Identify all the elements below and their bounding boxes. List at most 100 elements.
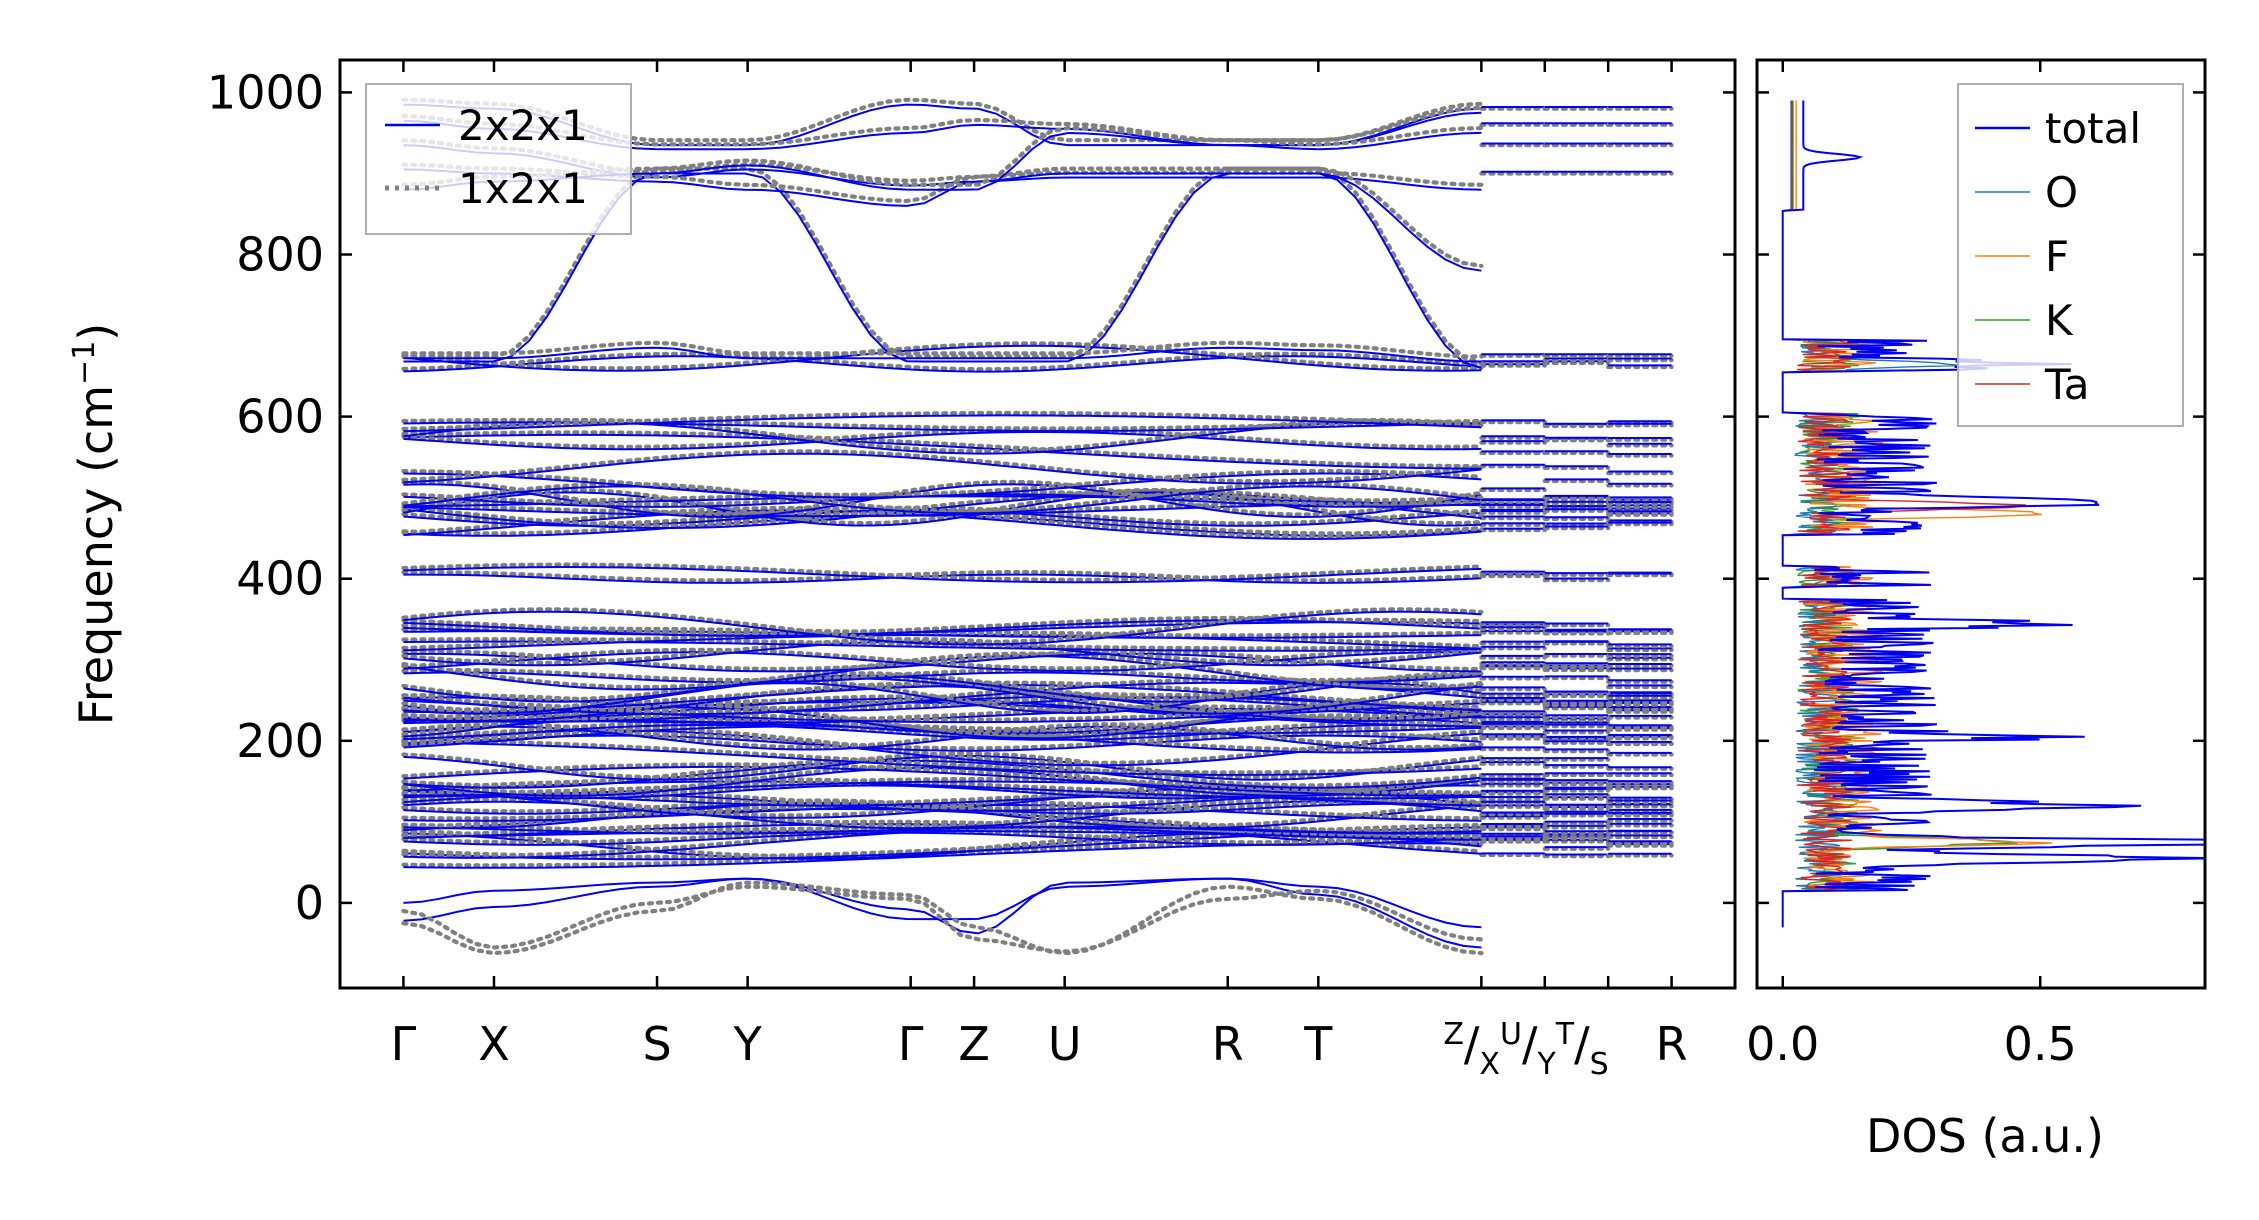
k-label: U xyxy=(1048,1017,1082,1071)
band-2x2x1 xyxy=(403,831,1482,846)
band-2x2x1 xyxy=(403,610,1482,646)
band-1x2x1 xyxy=(401,469,1484,498)
band-1x2x1 xyxy=(401,738,1484,775)
band-1x2x1 xyxy=(401,341,1484,371)
y-tick-label: 200 xyxy=(236,714,324,768)
band-1x2x1 xyxy=(401,481,1484,513)
band-2x2x1 xyxy=(403,674,1482,703)
kpoint-ticks xyxy=(402,60,1673,988)
k-label: X xyxy=(478,1017,510,1071)
band-2x2x1 xyxy=(403,565,1482,584)
band-1x2x1 xyxy=(401,351,1484,372)
band-2x2x1 xyxy=(403,433,1482,470)
band-2x2x1 xyxy=(403,452,1482,485)
dos-legend-label: O xyxy=(2045,168,2078,217)
dos-x-tick-label: 0.5 xyxy=(2004,1017,2077,1071)
band-1x2x1 xyxy=(401,410,1484,431)
band-1x2x1 xyxy=(401,569,1484,583)
dos-legend-label: F xyxy=(2045,232,2069,281)
band-1x2x1 xyxy=(401,488,1484,528)
dos-legend-label: Ta xyxy=(2044,360,2089,409)
band-2x2x1 xyxy=(403,431,1482,451)
band-1x2x1 xyxy=(401,562,1484,582)
k-label: R xyxy=(1656,1017,1688,1071)
band-1x2x1 xyxy=(401,430,1484,469)
band-1x2x1 xyxy=(401,479,1484,517)
band-1x2x1 xyxy=(401,720,1484,740)
k-label: Z xyxy=(958,1017,990,1071)
band-2x2x1 xyxy=(403,877,1482,949)
band-1x2x1 xyxy=(401,756,1484,788)
y-tick-label: 600 xyxy=(236,390,324,444)
dos-total xyxy=(1781,100,2205,928)
band-1x2x1 xyxy=(401,673,1484,714)
band-1x2x1 xyxy=(401,615,1484,636)
band-1x2x1 xyxy=(401,427,1484,449)
band-2x2x1 xyxy=(403,485,1482,515)
dos-lines xyxy=(1781,100,2205,928)
k-label: S xyxy=(642,1017,671,1071)
band-2x2x1 xyxy=(403,767,1482,797)
y-tick-label: 800 xyxy=(236,228,324,282)
band-2x2x1 xyxy=(403,344,1482,372)
k-label: Y xyxy=(733,1017,763,1071)
k-label: T xyxy=(1303,1017,1333,1071)
band-1x2x1 xyxy=(401,417,1484,431)
legend-1x2x1-label: 1x2x1 xyxy=(458,164,588,213)
y-tick-label: 400 xyxy=(236,552,324,606)
band-1x2x1 xyxy=(401,651,1484,690)
band-2x2x1 xyxy=(403,472,1482,499)
band-1x2x1 xyxy=(401,671,1484,702)
band-2x2x1 xyxy=(403,619,1482,637)
band-lines xyxy=(401,97,1674,956)
band-2x2x1 xyxy=(403,414,1482,433)
band-1x2x1 xyxy=(401,647,1484,671)
band-2x2x1 xyxy=(403,621,1482,637)
band-2x2x1 xyxy=(403,765,1482,797)
band-1x2x1 xyxy=(401,880,1484,956)
band-2x2x1 xyxy=(403,741,1482,776)
dos-ticks: 0.0 0.5 xyxy=(1746,60,2077,1071)
band-1x2x1 xyxy=(401,449,1484,484)
k-label: R xyxy=(1212,1017,1244,1071)
dos-legend: total OFK Ta xyxy=(1957,83,2184,427)
band-1x2x1 xyxy=(401,607,1484,645)
band-2x2x1 xyxy=(403,677,1482,715)
dos-panel-frame xyxy=(1755,58,2207,990)
band-2x2x1 xyxy=(403,651,1482,672)
dos-axis-title: DOS (a.u.) xyxy=(1866,1109,2104,1163)
band-2x2x1 xyxy=(403,355,1482,373)
band-2x2x1 xyxy=(403,491,1482,527)
band-2x2x1 xyxy=(403,877,1482,935)
band-1x2x1 xyxy=(401,487,1484,526)
k-label: Γ xyxy=(898,1017,924,1071)
band-2x2x1 xyxy=(403,725,1482,751)
band-1x2x1 xyxy=(401,884,1484,954)
band-legend-box xyxy=(365,83,632,235)
y-tick-label: 1000 xyxy=(207,65,324,119)
band-panel-frame xyxy=(338,58,1737,990)
band-1x2x1 xyxy=(401,799,1484,814)
dos-x-tick-label: 0.0 xyxy=(1746,1017,1819,1071)
frequency-ticks: 0 200 400 600 800 1000 xyxy=(207,65,2205,930)
band-legend: 2x2x1 1x2x1 xyxy=(365,83,632,235)
dos-legend-label: total xyxy=(2045,104,2141,153)
band-1x2x1 xyxy=(401,762,1484,796)
band-1x2x1 xyxy=(401,649,1484,672)
dos-legend-label: K xyxy=(2045,296,2074,345)
k-label-composite: Z/XU/YT/S xyxy=(1443,1017,1608,1082)
band-2x2x1 xyxy=(403,724,1482,741)
frequency-axis-title: Frequency (cm−1) xyxy=(67,323,123,726)
band-2x2x1 xyxy=(403,346,1482,363)
y-tick-label: 0 xyxy=(295,876,324,930)
kpoint-labels: Γ X S Y Γ Z U R T RZ/XU/YT/S xyxy=(391,1017,1688,1082)
legend-2x2x1-label: 2x2x1 xyxy=(458,101,588,150)
dos-panel: 0.0 0.5 DOS (a.u.) total OFK Ta xyxy=(1746,58,2207,1163)
dos-legend-box xyxy=(1957,83,2184,427)
band-1x2x1 xyxy=(401,340,1484,359)
band-2x2x1 xyxy=(403,759,1482,789)
k-label: Γ xyxy=(391,1017,417,1071)
band-1x2x1 xyxy=(401,166,1484,366)
